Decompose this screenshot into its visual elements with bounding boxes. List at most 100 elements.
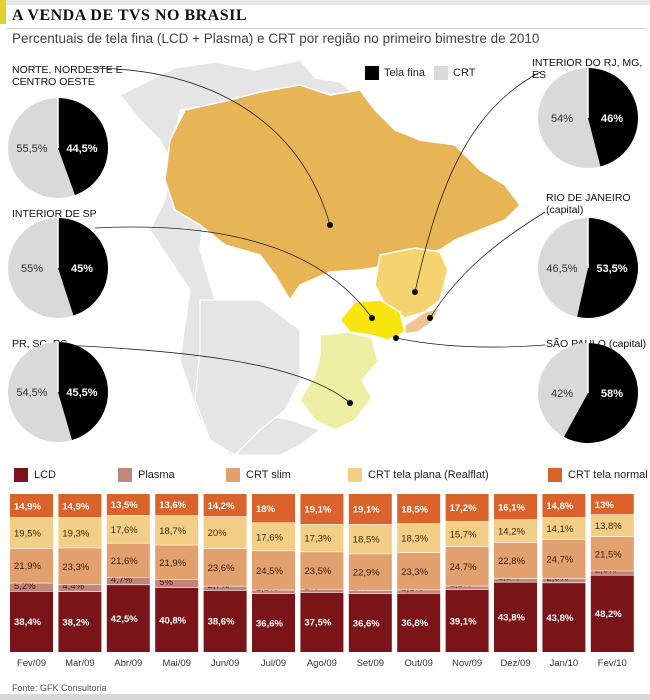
bar-seg-lcd	[252, 593, 295, 652]
x-tick-label: Fev/10	[598, 658, 627, 669]
bar-value-crt-flat: 19,5%	[14, 528, 41, 539]
pie-0: 44,5% 55,5%	[8, 98, 108, 198]
pie-label-rio-de-janeiro: RIO DE JANEIRO (capital)	[546, 192, 631, 216]
bar-value-lcd: 43,8%	[546, 613, 573, 624]
bar-seg-plasma	[106, 577, 150, 585]
bar-seg-plasma	[542, 578, 586, 583]
pie-3: 46% 54%	[538, 68, 638, 168]
pie-slice-thin	[58, 342, 108, 441]
bar-seg-crt-slim	[106, 543, 150, 578]
bar-group: 39,1%2,2%24,7%15,7%17,2%Nov/09	[445, 494, 489, 669]
bar-group: 48,2%2,6%21,5%13,8%13%Fev/10	[590, 494, 634, 669]
bar-seg-crt-slim	[58, 547, 102, 585]
bar-seg-crt-flat	[590, 514, 634, 537]
source-note: Fonte: GFK Consultoria	[12, 683, 107, 693]
bar-value-crt-normal: 14,9%	[14, 501, 41, 512]
bar-seg-crt-normal	[203, 494, 247, 517]
bar-seg-crt-flat	[494, 519, 537, 543]
bar-value-crt-flat: 17,6%	[111, 525, 138, 536]
bar-value-crt-slim: 21,9%	[159, 558, 186, 569]
bar-seg-lcd	[10, 591, 53, 652]
x-tick-label: Jan/10	[550, 658, 579, 669]
bar-seg-crt-normal	[106, 494, 150, 516]
bar-value-crt-flat: 20%	[208, 528, 228, 539]
bar-value-crt-normal: 13%	[595, 500, 615, 511]
bar-value-lcd: 43,8%	[498, 613, 525, 624]
bar-group: 40,8% 5% 21,9% 18,7% 13,6% Mai/09	[155, 494, 199, 669]
bar-value-crt-slim: 24,7%	[546, 555, 573, 566]
bar-value-crt-normal: 19,1%	[353, 505, 380, 516]
bar-seg-lcd	[348, 593, 392, 652]
x-tick-label: Jun/09	[211, 658, 240, 669]
x-tick-label: Fev/09	[17, 658, 46, 669]
bar-value-crt-flat: 18,5%	[353, 535, 380, 546]
bar-seg-crt-slim	[494, 542, 537, 579]
bar-seg-crt-flat	[397, 523, 441, 553]
bar-value-crt-flat: 14,2%	[498, 526, 525, 537]
bar-seg-crt-slim	[348, 553, 392, 591]
x-tick-label: Nov/09	[452, 658, 482, 669]
bar-value-crt-normal: 18%	[256, 504, 276, 515]
bar-value-crt-slim: 23,3%	[62, 562, 89, 573]
bar-seg-crt-slim	[542, 539, 586, 579]
bar-value-crt-slim: 21,6%	[111, 556, 138, 567]
bar-seg-crt-flat	[252, 522, 295, 551]
bar-seg-lcd	[106, 584, 150, 652]
legend-text-crt-normal: CRT tela normal	[568, 468, 648, 481]
pie-slice-thin	[563, 343, 638, 443]
bar-seg-crt-normal	[494, 494, 537, 520]
bar-value-lcd: 36,6%	[353, 618, 380, 629]
bar-seg-crt-flat	[203, 516, 247, 549]
bar-group: 36,8%2,1%23,3%18,3%18,5%Out/09	[397, 494, 441, 669]
bar-value-crt-normal: 13,5%	[111, 500, 138, 511]
bar-seg-lcd	[494, 582, 537, 652]
pie-slice-thin	[58, 98, 108, 196]
map-region-south	[299, 331, 379, 431]
legend-swatch-lcd	[14, 468, 28, 482]
bar-group: 38,4% 5,2% 21,9% 19,5% 14,9% Fev/09	[10, 494, 53, 669]
legend-swatch-crt	[434, 66, 448, 80]
bar-value-plasma: 4,4%	[62, 581, 84, 592]
bar-value-crt-normal: 13,6%	[159, 500, 186, 511]
map-region-rio-de-janeiro	[404, 306, 442, 335]
bar-group: 38,6%2,7%23,6%20%14,2%Jun/09	[203, 494, 247, 669]
bar-seg-crt-flat	[542, 517, 586, 540]
bar-seg-crt-normal	[542, 494, 586, 518]
bar-value-crt-flat: 13,8%	[595, 521, 622, 532]
pie-slice-thin	[588, 68, 638, 167]
pie-4: 53,5% 46,5%	[538, 217, 639, 318]
bar-seg-crt-slim	[445, 546, 489, 587]
bar-value-lcd: 37,5%	[304, 618, 331, 629]
bar-value-plasma: 4,7%	[111, 574, 133, 585]
bar-seg-lcd	[300, 592, 344, 652]
pie-value-crt: 46,5%	[546, 263, 577, 275]
pie-2: 45,5% 54,5%	[8, 342, 108, 442]
pie-slice-thin	[577, 217, 639, 318]
pie-5: 58% 42%	[538, 343, 638, 443]
bar-seg-lcd	[58, 591, 102, 652]
region-pies: 44,5% 55,5% 45% 55% 45,5% 54,5% 46% 54% 53,5% 46,…	[8, 68, 639, 443]
bar-value-crt-normal: 14,9%	[62, 501, 89, 512]
bar-seg-plasma	[348, 590, 392, 594]
x-tick-label: Mai/09	[162, 658, 191, 669]
bar-seg-crt-normal	[445, 494, 489, 522]
bar-group: 43,8%2,2%22,8%14,2%16,1%Dez/09	[494, 494, 537, 669]
bar-seg-plasma	[300, 589, 344, 593]
bar-seg-lcd	[542, 582, 586, 652]
bar-seg-plasma	[445, 586, 489, 590]
legend-label-thin: Tela fina	[384, 67, 425, 79]
x-tick-label: Out/09	[404, 658, 433, 669]
bar-value-crt-slim: 23,6%	[208, 563, 235, 574]
pie-value-thin: 44,5%	[66, 143, 97, 155]
pie-value-thin: 45,5%	[66, 387, 97, 399]
legend-item-crt-slim: CRT slim	[226, 468, 291, 482]
pie-label-interior-sp: INTERIOR DE SP	[12, 208, 97, 220]
bar-seg-lcd	[155, 587, 199, 652]
bar-value-crt-normal: 16,1%	[498, 502, 525, 513]
map-region-north-northeast	[164, 84, 521, 302]
title-accent	[0, 0, 6, 24]
bar-value-crt-slim: 23,5%	[304, 566, 331, 577]
bar-seg-plasma	[590, 571, 634, 576]
x-tick-label: Ago/09	[307, 658, 337, 669]
bar-value-lcd: 38,2%	[62, 617, 89, 628]
